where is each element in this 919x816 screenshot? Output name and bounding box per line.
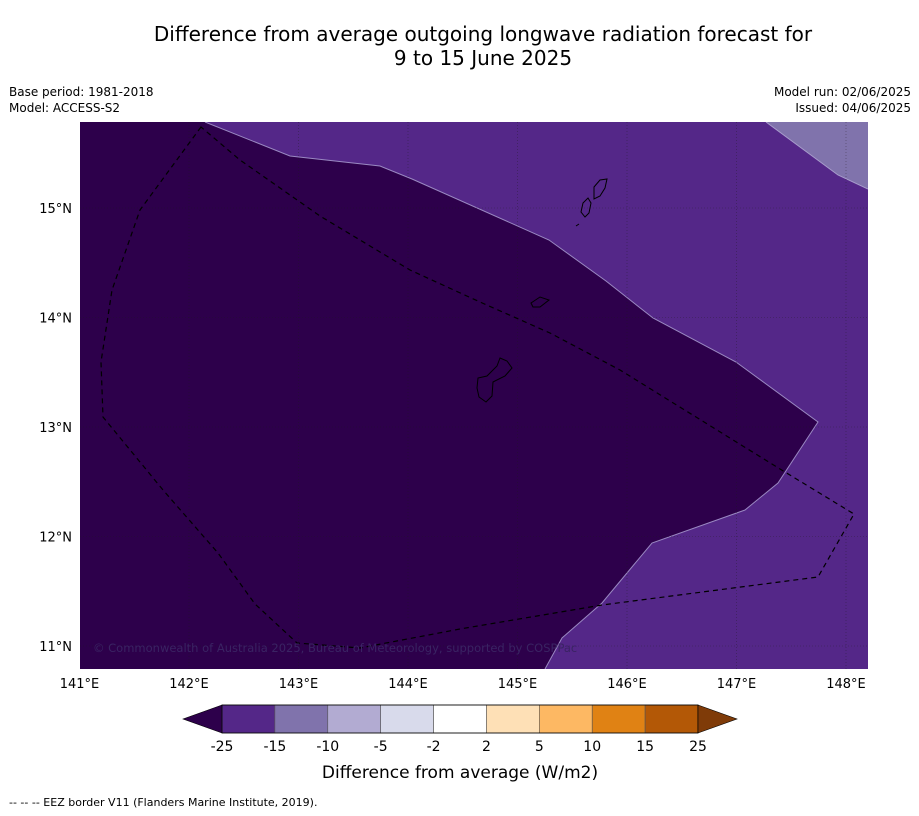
colorbar-bin [327, 704, 381, 734]
colorbar-bin [221, 704, 276, 734]
colorbar-bin [591, 704, 646, 734]
longitude-label: 147°E [717, 677, 757, 692]
colorbar-tick-label: -25 [211, 739, 234, 755]
colorbar-tick-label: -15 [263, 739, 286, 755]
latitude-label: 11°N [39, 640, 72, 655]
longitude-label: 144°E [388, 677, 428, 692]
island-saipan [593, 178, 608, 200]
colorbar-bin [433, 704, 487, 734]
island-tinian [580, 197, 592, 218]
eez-footnote: -- -- -- EEZ border V11 (Flanders Marine… [9, 796, 318, 809]
colorbar-bin [539, 704, 593, 734]
chart-title: Difference from average outgoing longwav… [0, 22, 919, 70]
latitude-label: 12°N [39, 531, 72, 546]
colorbar-tick-label: -5 [374, 739, 388, 755]
colorbar-bins [221, 704, 699, 734]
copyright-text: © Commonwealth of Australia 2025, Bureau… [93, 641, 577, 655]
longitude-label: 141°E [60, 677, 100, 692]
colorbar-tick-label: 25 [689, 739, 707, 755]
colorbar-tick-label: 10 [583, 739, 601, 755]
contour-line [204, 122, 819, 669]
islands [476, 178, 608, 403]
title-line-1: Difference from average outgoing longwav… [153, 22, 813, 46]
graticule [80, 122, 868, 669]
colorbar-title: Difference from average (W/m2) [322, 763, 598, 783]
colorbar-tick-label: 15 [636, 739, 654, 755]
island-guam [476, 357, 513, 403]
colorbar-over-arrow [697, 704, 738, 734]
latitude-label: 15°N [39, 202, 72, 217]
eez-border [100, 126, 855, 649]
island-rota [530, 296, 551, 308]
meta-left: Base period: 1981-2018 Model: ACCESS-S2 [9, 84, 154, 116]
colorbar: -25 -15 -10 -5 -2 2 5 10 15 25 Difference from av… [182, 704, 738, 783]
latitude-label: 13°N [39, 421, 72, 436]
colorbar-tick-label: 2 [482, 739, 491, 755]
colorbar-bin [486, 704, 540, 734]
longitude-labels: 141°E 142°E 143°E 144°E 145°E 146°E 147°E 148°E [60, 677, 866, 692]
longitude-label: 148°E [826, 677, 866, 692]
meta-right: Model run: 02/06/2025 Issued: 04/06/2025 [774, 84, 911, 116]
colorbar-tick-label: -10 [316, 739, 339, 755]
colorbar-tick-label: -2 [427, 739, 441, 755]
longitude-label: 142°E [169, 677, 209, 692]
model-run: Model run: 02/06/2025 [773, 85, 911, 99]
colorbar-tick-label: 5 [535, 739, 544, 755]
colorbar-bin [274, 704, 329, 734]
longitude-label: 143°E [279, 677, 319, 692]
contour-line-upper [765, 122, 868, 190]
longitude-label: 145°E [498, 677, 538, 692]
colorbar-bin [644, 704, 699, 734]
issued-date: Issued: 04/06/2025 [795, 101, 911, 115]
island-aguijan [575, 223, 580, 227]
longitude-label: 146°E [607, 677, 647, 692]
colorbar-tick-labels: -25 -15 -10 -5 -2 2 5 10 15 25 [211, 739, 707, 755]
latitude-labels: 15°N 14°N 13°N 12°N 11°N [39, 202, 72, 655]
map-plot-area: © Commonwealth of Australia 2025, Bureau… [80, 122, 868, 669]
colorbar-under-arrow [182, 704, 223, 734]
latitude-label: 14°N [39, 312, 72, 327]
title-line-2: 9 to 15 June 2025 [393, 46, 573, 70]
colorbar-bin [380, 704, 434, 734]
anomaly-region-minus15-to-minus10 [766, 122, 868, 189]
model-name: Model: ACCESS-S2 [9, 101, 121, 115]
anomaly-region-minus25-to-minus15 [205, 122, 868, 669]
base-period: Base period: 1981-2018 [9, 85, 154, 99]
